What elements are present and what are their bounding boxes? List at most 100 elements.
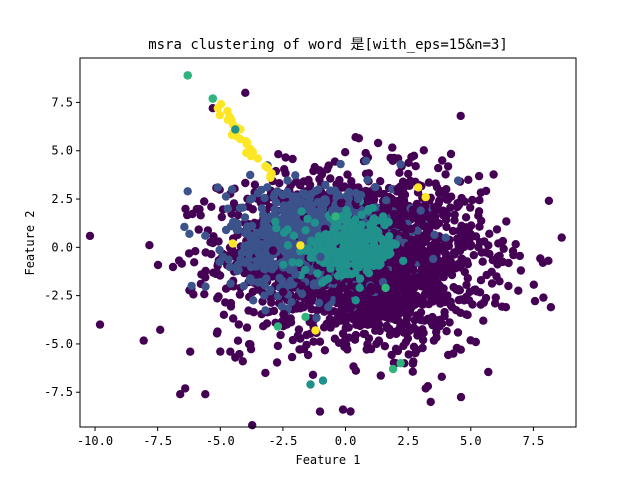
data-point-purple bbox=[250, 180, 260, 189]
data-point-purple bbox=[421, 280, 430, 290]
data-point-purple bbox=[244, 306, 253, 315]
data-point-purple bbox=[267, 298, 276, 307]
data-point-purple bbox=[183, 210, 192, 220]
data-point-purple bbox=[393, 184, 402, 194]
data-point-purple bbox=[315, 337, 325, 346]
data-point-purple bbox=[207, 250, 216, 259]
data-point-blue bbox=[260, 281, 269, 290]
data-point-teal bbox=[289, 231, 299, 240]
data-point-purple bbox=[200, 290, 209, 299]
chart-title: msra clustering of word 是[with_eps=15&n=… bbox=[148, 37, 508, 53]
data-point-purple bbox=[386, 290, 396, 299]
data-point-blue bbox=[326, 186, 335, 195]
data-point-purple bbox=[233, 210, 243, 220]
data-point-purple bbox=[201, 390, 210, 399]
data-point-purple bbox=[181, 384, 190, 393]
y-tick-label: 2.5 bbox=[51, 192, 73, 206]
data-point-green bbox=[396, 359, 405, 368]
data-point-purple bbox=[206, 238, 215, 247]
data-point-purple bbox=[400, 300, 410, 309]
data-point-blue bbox=[260, 255, 270, 264]
data-point-purple bbox=[461, 213, 471, 222]
data-point-teal bbox=[348, 227, 357, 237]
data-point-purple bbox=[189, 290, 198, 299]
data-point-purple bbox=[499, 244, 508, 253]
data-point-teal bbox=[324, 274, 333, 283]
data-point-purple bbox=[351, 133, 360, 142]
data-point-purple bbox=[404, 350, 413, 359]
data-point-purple bbox=[438, 284, 448, 293]
data-point-purple bbox=[340, 338, 349, 348]
data-point-purple bbox=[426, 317, 436, 327]
data-point-purple bbox=[488, 256, 497, 265]
data-point-blue bbox=[313, 198, 323, 207]
data-point-purple bbox=[476, 276, 486, 285]
y-tick-label: -7.5 bbox=[44, 385, 73, 399]
data-point-purple bbox=[418, 325, 427, 334]
data-point-teal bbox=[368, 227, 378, 237]
data-point-purple bbox=[378, 311, 387, 320]
data-point-teal bbox=[300, 265, 310, 275]
data-point-purple bbox=[343, 170, 352, 179]
data-point-purple bbox=[194, 225, 203, 234]
data-point-teal bbox=[326, 264, 335, 273]
data-point-purple bbox=[196, 211, 205, 220]
data-point-purple bbox=[186, 347, 195, 356]
data-point-blue bbox=[396, 160, 405, 169]
data-point-purple bbox=[376, 371, 385, 380]
data-point-purple bbox=[389, 209, 399, 219]
data-point-purple bbox=[489, 170, 498, 179]
data-point-purple bbox=[484, 241, 493, 250]
data-point-green bbox=[273, 322, 283, 331]
data-point-blue bbox=[253, 189, 263, 198]
data-point-purple bbox=[466, 233, 475, 243]
data-point-purple bbox=[299, 177, 308, 186]
data-point-purple bbox=[337, 281, 346, 290]
data-point-purple bbox=[479, 316, 488, 325]
data-point-purple bbox=[450, 216, 459, 225]
data-point-purple bbox=[502, 217, 511, 226]
data-point-purple bbox=[405, 254, 414, 263]
data-point-purple bbox=[361, 148, 370, 158]
data-point-purple bbox=[209, 268, 218, 277]
y-axis-ticks: -7.5 -5.0 -2.5 0.0 2.5 5.0 7.5 bbox=[44, 95, 80, 399]
data-point-blue bbox=[259, 264, 269, 273]
data-point-purple bbox=[449, 349, 458, 358]
data-point-purple bbox=[409, 296, 418, 305]
data-point-purple bbox=[405, 326, 414, 336]
data-point-purple bbox=[418, 335, 428, 345]
data-point-purple bbox=[371, 326, 380, 335]
data-point-purple bbox=[234, 320, 243, 329]
data-point-purple bbox=[226, 347, 235, 356]
data-point-purple bbox=[471, 337, 480, 347]
data-point-purple bbox=[219, 310, 229, 319]
data-point-blue bbox=[282, 205, 292, 214]
data-point-teal bbox=[231, 125, 240, 134]
data-point-purple bbox=[536, 254, 545, 263]
data-point-purple bbox=[442, 222, 451, 232]
data-point-teal bbox=[307, 236, 316, 245]
data-point-purple bbox=[476, 188, 486, 197]
data-point-purple bbox=[238, 357, 247, 366]
data-point-purple bbox=[248, 205, 257, 214]
data-point-purple bbox=[539, 293, 548, 302]
data-point-teal bbox=[369, 214, 378, 223]
data-point-purple bbox=[268, 246, 278, 255]
data-point-purple bbox=[481, 248, 490, 257]
data-point-blue bbox=[283, 253, 292, 262]
data-point-purple bbox=[454, 241, 463, 250]
data-point-blue bbox=[336, 159, 345, 169]
data-point-purple bbox=[456, 111, 465, 121]
data-point-purple bbox=[262, 319, 272, 328]
data-point-purple bbox=[453, 199, 462, 208]
data-point-blue bbox=[233, 260, 242, 270]
data-point-blue bbox=[344, 194, 353, 203]
data-point-purple bbox=[216, 347, 225, 356]
data-point-teal bbox=[306, 380, 315, 389]
data-point-teal bbox=[384, 232, 394, 241]
data-point-purple bbox=[402, 181, 411, 190]
data-point-purple bbox=[409, 265, 418, 275]
x-tick-label: 7.5 bbox=[523, 434, 545, 448]
data-point-purple bbox=[516, 266, 526, 275]
data-point-blue bbox=[314, 298, 324, 308]
